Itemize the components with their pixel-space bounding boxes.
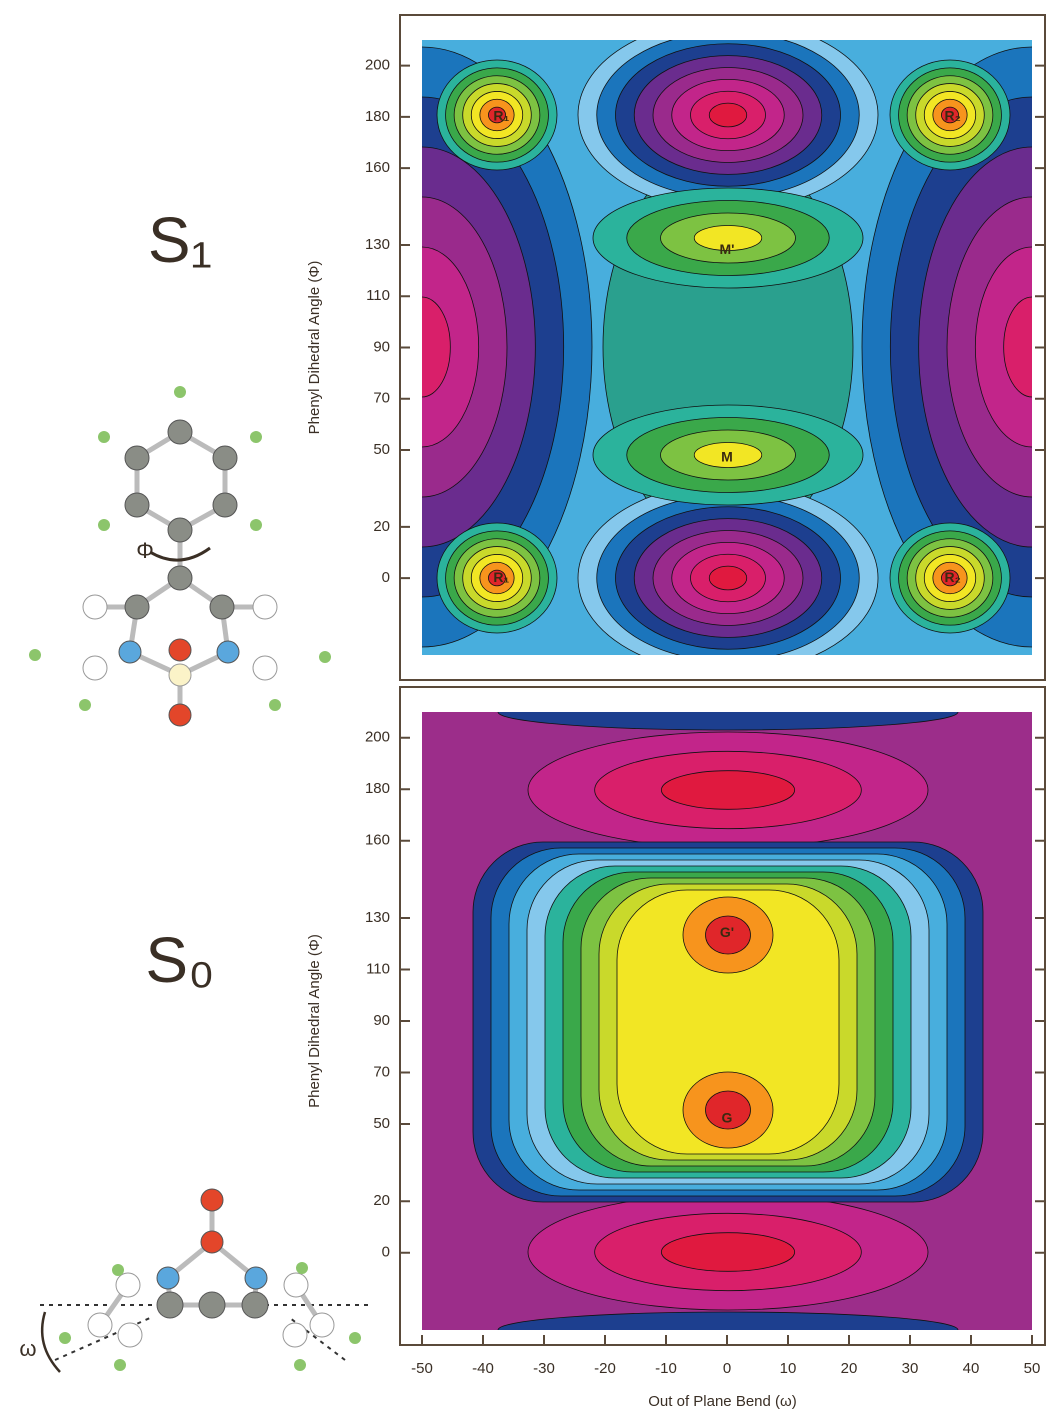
y-tick-label: 130 bbox=[365, 909, 390, 926]
contour bbox=[709, 566, 747, 590]
minimum-label: G bbox=[722, 1110, 733, 1126]
minimum-label: R₂ bbox=[945, 569, 961, 585]
x-tick-label: 0 bbox=[723, 1360, 731, 1377]
minimum-label: M bbox=[721, 448, 733, 464]
x-axis-label: Out of Plane Bend (ω) bbox=[648, 1393, 796, 1410]
y-tick-label: 50 bbox=[373, 1115, 390, 1132]
y-tick-label: 90 bbox=[373, 1012, 390, 1029]
y-tick-label: 200 bbox=[365, 57, 390, 74]
x-tick-label: -20 bbox=[594, 1360, 616, 1377]
x-tick-label: -30 bbox=[533, 1360, 555, 1377]
minimum-label: M' bbox=[720, 241, 735, 257]
y-axis-label: Phenyl Dihedral Angle (Φ) bbox=[306, 934, 323, 1108]
molecule-symbol: ω bbox=[19, 1336, 36, 1361]
state-label: S₀ bbox=[145, 924, 214, 996]
y-tick-label: 200 bbox=[365, 729, 390, 746]
y-tick-label: 180 bbox=[365, 108, 390, 125]
minimum-label: R₁ bbox=[493, 569, 509, 585]
x-tick-label: -50 bbox=[411, 1360, 433, 1377]
plot-area bbox=[422, 694, 1032, 1348]
figure: 020507090110130160180200Phenyl Dihedral … bbox=[0, 0, 1052, 1414]
y-axis-label: Phenyl Dihedral Angle (Φ) bbox=[306, 261, 323, 435]
y-tick-label: 160 bbox=[365, 832, 390, 849]
x-tick-label: 10 bbox=[780, 1360, 797, 1377]
minimum-label: G' bbox=[720, 924, 734, 940]
y-tick-label: 20 bbox=[373, 518, 390, 535]
y-tick-label: 0 bbox=[382, 1244, 390, 1261]
x-tick-label: -10 bbox=[655, 1360, 677, 1377]
y-tick-label: 0 bbox=[382, 569, 390, 586]
contour bbox=[498, 694, 958, 730]
x-tick-label: -40 bbox=[472, 1360, 494, 1377]
x-tick-label: 30 bbox=[902, 1360, 919, 1377]
x-tick-label: 40 bbox=[963, 1360, 980, 1377]
contour bbox=[709, 103, 747, 127]
molecule-symbol: Φ bbox=[136, 538, 154, 563]
y-tick-label: 180 bbox=[365, 780, 390, 797]
contour bbox=[661, 771, 794, 810]
x-tick-label: 50 bbox=[1024, 1360, 1041, 1377]
minimum-label: R₂ bbox=[945, 108, 961, 124]
x-tick-label: 20 bbox=[841, 1360, 858, 1377]
y-tick-label: 110 bbox=[366, 287, 390, 304]
state-label: S₁ bbox=[148, 204, 212, 276]
y-tick-label: 130 bbox=[365, 236, 390, 253]
minimum-label: R₁ bbox=[493, 108, 509, 124]
y-tick-label: 70 bbox=[373, 1063, 390, 1080]
y-tick-label: 20 bbox=[373, 1192, 390, 1209]
contour bbox=[661, 1233, 794, 1272]
y-tick-label: 160 bbox=[365, 159, 390, 176]
y-tick-label: 90 bbox=[373, 338, 390, 355]
y-tick-label: 110 bbox=[366, 960, 390, 977]
y-tick-label: 50 bbox=[373, 441, 390, 458]
y-tick-label: 70 bbox=[373, 390, 390, 407]
molecule-top bbox=[29, 386, 331, 726]
molecule-bottom bbox=[40, 1189, 370, 1372]
